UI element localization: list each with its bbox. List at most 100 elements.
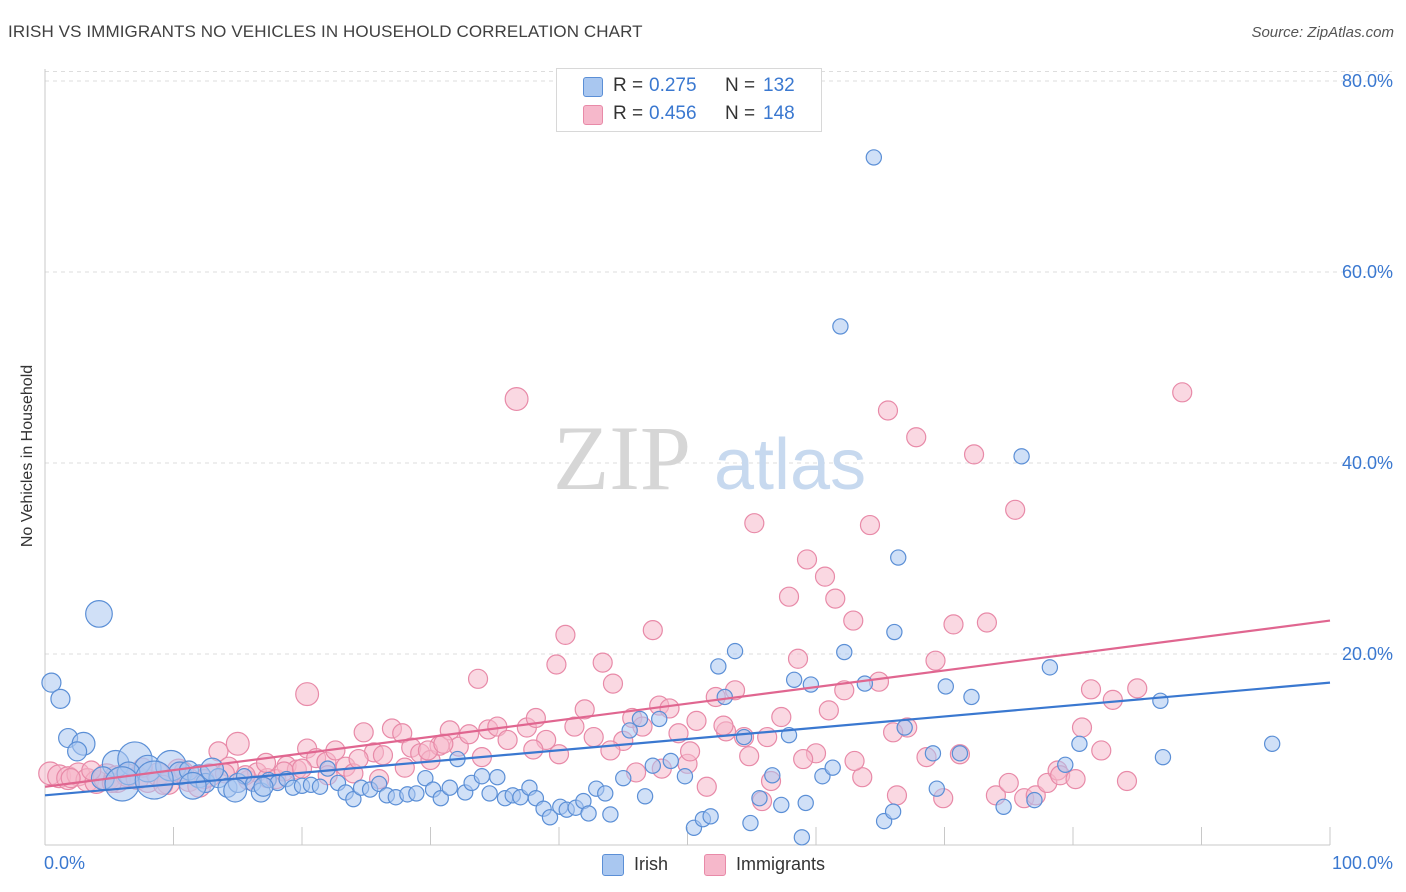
immigrants-point [504,387,529,412]
irish-point [797,794,814,812]
irish-point [178,771,207,800]
irish-point [1152,692,1169,709]
irish-point [1154,748,1172,766]
immigrants-point [642,620,663,641]
irish-point [615,769,632,787]
irish-point [1057,756,1074,773]
immigrants-point [555,624,576,646]
immigrants-point [592,652,613,673]
immigrants-point [546,654,567,675]
immigrants-point [739,746,760,767]
immigrants-point [771,706,792,728]
y-tick-label: 20.0% [1342,644,1393,664]
immigrants-point [976,612,998,633]
irish-point [676,768,694,785]
irish-point [793,829,811,846]
irish-swatch [583,77,603,97]
y-tick-label: 80.0% [1342,71,1393,91]
immigrants-point [925,650,946,671]
axes [44,69,1331,846]
irish-point [1026,791,1043,809]
irish-point [924,745,942,762]
immigrants-point [963,444,985,465]
immigrants-point [713,715,734,736]
irish-point [884,803,902,820]
irish-point [832,318,849,335]
chart-source: Source: ZipAtlas.com [1251,24,1394,41]
y-tick-label: 40.0% [1342,453,1393,473]
immigrants-point [886,785,908,806]
irish-point [824,759,841,776]
trend-lines [44,619,1331,797]
irish-point [662,752,679,770]
irish-point [735,728,753,746]
immigrants-point [778,586,800,607]
irish-point [836,643,853,661]
immigrants-point [497,729,518,751]
immigrants-point [602,673,624,694]
immigrants-point [744,513,765,534]
irish-point [432,790,449,807]
legend-row-immigrants: R = 0.456 N = 148 [557,101,821,127]
irish-point [50,688,71,709]
immigrants-point [1172,382,1193,403]
immigrants-point [1102,689,1123,710]
irish-point [764,767,781,784]
immigrants-point [843,610,864,631]
immigrants-n-value: 148 [763,103,795,124]
immigrants-point [844,750,865,772]
immigrants-point [1005,499,1026,520]
irish-point [896,719,913,736]
irish-point [865,149,883,166]
immigrants-point [1071,717,1093,738]
irish-point [802,676,820,693]
irish-point [716,688,733,706]
immigrants-r-key: R = [613,103,644,124]
immigrants-point [679,741,701,762]
irish-r-key: R = [613,75,644,96]
irish-point [710,658,727,675]
immigrants-point [348,748,369,770]
irish-point [311,778,329,795]
chart-title: IRISH VS IMMIGRANTS NO VEHICLES IN HOUSE… [8,22,643,41]
correlation-legend: R = 0.275 N = 132 R = 0.456 N = 148 [556,68,822,132]
irish-trend-line [44,681,1331,797]
immigrants-point [394,757,415,778]
immigrants-point [1116,770,1138,792]
irish-point [631,710,649,728]
immigrants-point [686,710,707,731]
irish-point [890,549,907,566]
immigrants-point [291,758,313,779]
immigrants-point [295,682,320,707]
immigrants-point [392,723,413,744]
irish-point [134,760,174,800]
x-tick-labels: 0.0% 100.0% [44,853,1393,873]
irish-point [1013,448,1030,465]
irish-point [928,780,945,797]
irish-point [1263,735,1281,752]
irish-point [702,808,719,825]
irish-point [104,766,140,802]
immigrants-point [372,745,394,766]
irish-point [785,671,803,688]
immigrants-point [467,668,489,689]
irish-point [644,757,662,774]
irish-point [951,745,969,762]
immigrants-point [1065,769,1086,790]
irish-point [726,642,744,660]
irish-point [345,790,362,808]
immigrants-point [796,549,818,570]
irish-legend-label: Irish [634,854,669,874]
irish-r-value: 0.275 [649,75,697,96]
y-tick-labels: 20.0% 40.0% 60.0% 80.0% [1342,71,1393,664]
immigrants-point [814,566,836,587]
immigrants-point [458,724,480,745]
watermark-zip: ZIP [553,407,691,509]
immigrants-point [1091,740,1112,761]
irish-n-value: 132 [763,75,795,96]
irish-point [489,768,506,786]
immigrants-point [523,739,544,760]
irish-point [223,778,248,803]
immigrants-point [574,699,595,720]
